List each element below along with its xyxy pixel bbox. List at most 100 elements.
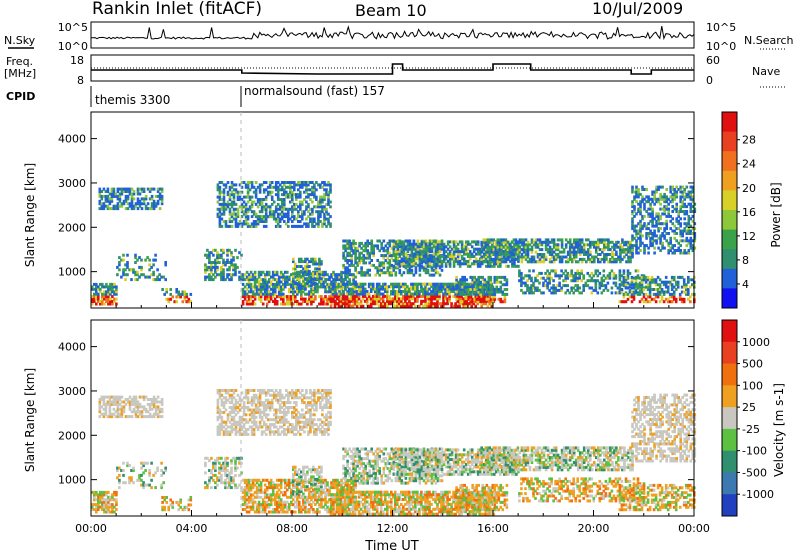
heatmap-cell [444,262,448,266]
heatmap-cell [499,288,503,291]
heatmap-cell [631,210,634,213]
heatmap-cell [313,224,316,228]
heatmap-cell [384,254,388,258]
heatmap-cell [154,278,157,282]
heatmap-cell [124,207,128,211]
heatmap-cell [254,193,258,197]
heatmap-cell [109,297,112,301]
heatmap-cell [602,284,606,288]
heatmap-cell [679,188,682,191]
heatmap-cell [342,251,345,255]
heatmap-cell [520,271,523,275]
heatmap-cell [438,290,441,293]
heatmap-cell [644,280,648,284]
heatmap-cell [230,190,234,194]
heatmap-cell [240,278,243,282]
heatmap-cell [358,261,361,265]
heatmap-cell [657,246,660,250]
heatmap-cell [455,275,458,279]
heatmap-cell [392,282,395,286]
heatmap-cell [136,197,140,201]
heatmap-cell [222,263,225,267]
heatmap-cell [310,300,313,303]
heatmap-cell [115,503,118,507]
heatmap-cell [647,207,650,211]
heatmap-cell [97,300,100,303]
heatmap-cell [511,264,514,268]
heatmap-cell [448,252,452,256]
heatmap-cell [238,195,242,199]
heatmap-cell [320,297,323,301]
heatmap-cell [360,266,363,270]
heatmap-cell [360,273,363,277]
heatmap-cell [392,302,395,306]
heatmap-cell [388,239,392,243]
heatmap-cell [98,187,102,191]
heatmap-cell [486,240,490,244]
heatmap-cell [490,302,494,306]
heatmap-cell [548,248,552,252]
heatmap-cell [597,257,600,261]
heatmap-cell [292,292,295,296]
heatmap-cell [386,268,390,272]
heatmap-cell [375,285,379,289]
heatmap-cell [208,253,211,257]
heatmap-cell [434,282,437,286]
heatmap-cell [416,294,419,298]
heatmap-cell [691,200,695,204]
heatmap-cell [591,255,594,259]
heatmap-cell [304,277,307,281]
heatmap-cell [354,292,357,296]
heatmap-cell [436,255,440,258]
heatmap-cell [274,183,278,187]
heatmap-cell [634,275,638,279]
heatmap-cell [476,240,480,244]
heatmap-cell [248,207,252,211]
heatmap-cell [482,238,485,242]
heatmap-cell [487,278,491,282]
heatmap-cell [446,255,450,258]
heatmap-cell [572,255,576,259]
heatmap-cell [306,302,309,306]
heatmap-cell [272,200,276,204]
heatmap-cell [681,205,684,209]
nsky-frame [90,21,695,49]
heatmap-cell [228,188,232,192]
heatmap-cell [454,302,457,306]
heatmap-cell [540,271,543,275]
heatmap-cell [305,224,308,228]
heatmap-cell [470,245,474,249]
heatmap-cell [603,245,606,249]
heatmap-cell [630,278,634,282]
heatmap-cell [562,250,566,254]
heatmap-cell [136,278,139,282]
heatmap-cell [282,278,285,282]
heatmap-cell [337,292,341,296]
heatmap-cell [259,282,263,286]
heatmap-cell [671,185,674,189]
heatmap-cell [348,278,351,282]
heatmap-cell [358,251,361,255]
heatmap-cell [680,285,684,289]
heatmap-cell [452,255,456,258]
heatmap-cell [332,278,335,282]
heatmap-cell [468,302,471,306]
heatmap-cell [380,241,383,245]
heatmap-cell [611,240,614,244]
heatmap-cell [462,304,465,308]
heatmap-cell [307,222,310,226]
heatmap-cell [208,268,211,272]
heatmap-cell [552,288,555,292]
heatmap-cell [214,263,217,267]
heatmap-cell [500,257,504,261]
heatmap-cell [309,220,312,223]
heatmap-cell [230,263,233,267]
heatmap-cell [222,210,226,214]
heatmap-cell [388,244,392,248]
heatmap-cell [330,295,333,299]
heatmap-cell [326,285,329,289]
heatmap-cell [430,266,434,270]
heatmap-cell [502,240,506,244]
heatmap-cell [346,254,349,258]
heatmap-cell [265,273,269,277]
